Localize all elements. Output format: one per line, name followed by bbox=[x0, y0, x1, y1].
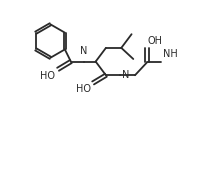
Text: N: N bbox=[80, 47, 87, 56]
Text: N: N bbox=[122, 70, 129, 80]
Text: HO: HO bbox=[76, 84, 91, 94]
Text: NH: NH bbox=[162, 49, 177, 59]
Text: HO: HO bbox=[40, 71, 55, 81]
Text: OH: OH bbox=[147, 36, 162, 46]
